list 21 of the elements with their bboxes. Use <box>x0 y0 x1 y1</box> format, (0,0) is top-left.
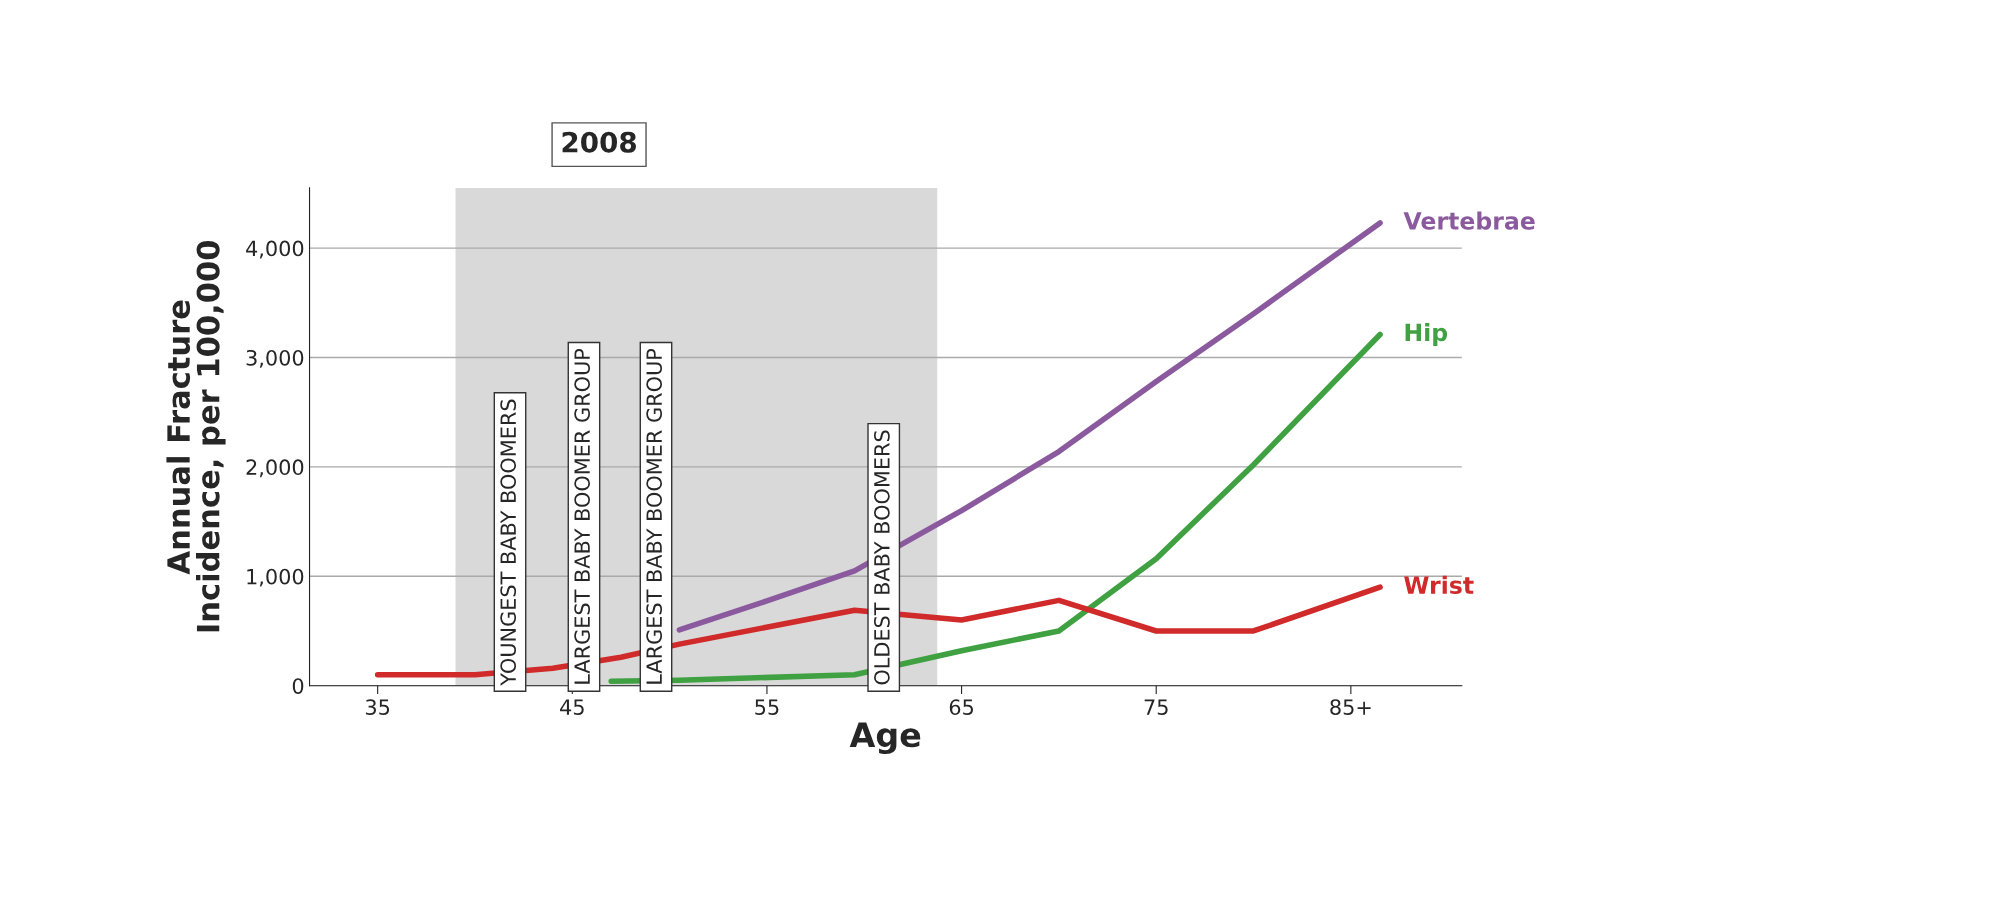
x-tick-label: 65 <box>949 699 974 716</box>
annotation: LARGEST BABY BOOMER GROUP <box>574 348 591 684</box>
series-label: Wrist <box>1404 575 1474 595</box>
x-tick-label: 55 <box>755 699 779 716</box>
x-axis-title: Age <box>849 722 921 755</box>
series-label: Hip <box>1405 323 1448 346</box>
x-tick-label: 45 <box>560 699 584 716</box>
x-tick-label: 75 <box>1144 699 1168 716</box>
y-axis-title: Annual Fracture Incidence, per 100,000 <box>166 240 226 632</box>
y-tick-label: 3,000 <box>246 349 304 368</box>
y-tick-label: 1,000 <box>247 568 304 587</box>
y-tick-label: 0 <box>292 678 304 694</box>
y-tick-label: 2,000 <box>246 459 304 478</box>
annotation: YOUNGEST BABY BOOMERS <box>500 399 517 686</box>
series-label: Vertebrae <box>1403 211 1535 230</box>
x-tick-label: 35 <box>365 699 390 716</box>
annotation: OLDEST BABY BOOMERS <box>874 430 890 685</box>
x-tick-label: 85+ <box>1330 699 1371 716</box>
band-label: 2008 <box>562 131 636 153</box>
annotation: LARGEST BABY BOOMER GROUP <box>646 348 663 684</box>
y-tick-label: 4,000 <box>246 240 304 259</box>
